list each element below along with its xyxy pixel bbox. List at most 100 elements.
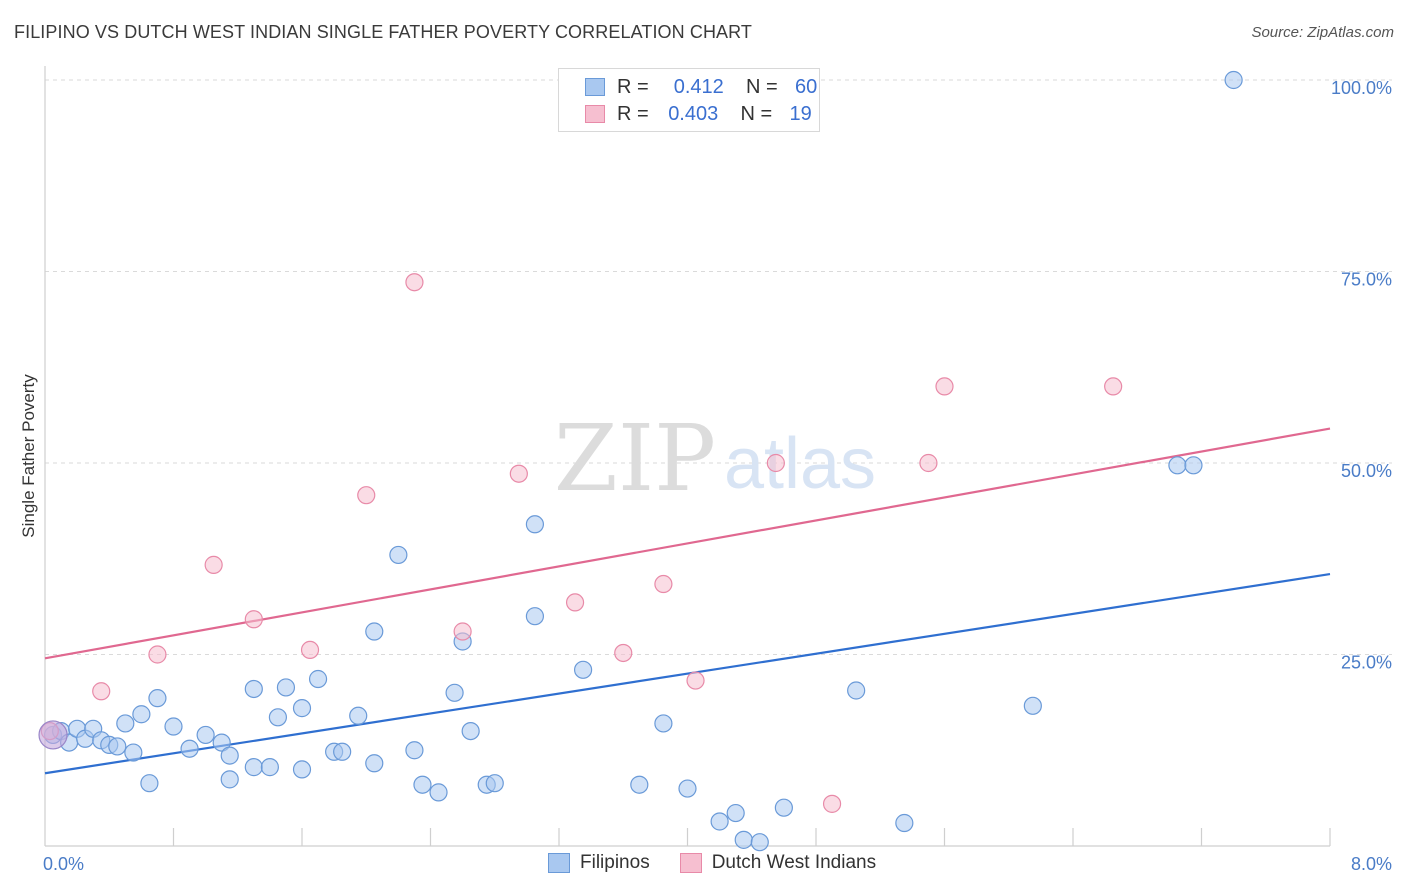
point-dutch [204, 555, 223, 574]
point-dutch [509, 464, 528, 483]
legend-label-filipinos: Filipinos [580, 852, 650, 873]
point-filipino [108, 737, 127, 756]
point-filipino [1224, 70, 1243, 90]
point-filipino [726, 803, 745, 823]
data-points [38, 70, 1243, 852]
point-filipino [413, 775, 432, 794]
point-filipino [573, 660, 593, 679]
point-dutch [300, 640, 320, 660]
point-filipino [734, 830, 753, 849]
watermark-atlas: atlas [724, 424, 876, 504]
correlation-legend: R = 0.412 N = 60 R = 0.403 N = 19 [558, 68, 820, 132]
y-tick-label: 25.0% [1341, 653, 1392, 673]
point-filipino [276, 678, 296, 697]
point-filipino [244, 758, 263, 777]
legend-row-filipinos: R = 0.412 N = 60 [585, 75, 817, 99]
axes [44, 66, 1331, 847]
point-filipino [132, 705, 151, 724]
point-filipino [349, 706, 368, 725]
legend-label-dutch: Dutch West Indians [711, 852, 877, 873]
legend-swatch-pink [679, 853, 702, 873]
point-filipino [485, 774, 504, 793]
point-filipino [180, 739, 199, 758]
legend-swatch-blue [548, 853, 570, 873]
legend-n-value: 60 [795, 75, 818, 98]
legend-swatch-pink [585, 105, 605, 123]
point-dutch [919, 453, 938, 473]
source-label: Source: ZipAtlas.com [1251, 24, 1394, 41]
point-dutch [244, 610, 263, 629]
point-filipino [895, 813, 914, 833]
point-filipino [164, 717, 183, 736]
point-filipino [365, 622, 384, 641]
y-tick-label: 50.0% [1341, 461, 1392, 481]
watermark-zip: ZIP [554, 405, 716, 512]
point-filipino [678, 779, 697, 798]
point-filipino [268, 708, 288, 727]
legend-row-dutch: R = 0.403 N = 19 [585, 102, 812, 126]
legend-item-dutch: Dutch West Indians [679, 852, 877, 874]
point-filipino [260, 758, 279, 777]
point-dutch [453, 622, 472, 641]
point-filipino [116, 714, 135, 733]
chart-title: FILIPINO VS DUTCH WEST INDIAN SINGLE FAT… [14, 22, 753, 42]
point-filipino [220, 770, 239, 789]
point-filipino [220, 746, 239, 765]
point-filipino [1168, 456, 1187, 475]
trend-line-filipino [44, 572, 1331, 775]
point-filipino [365, 754, 384, 773]
x-tick-label: 8.0% [1351, 854, 1392, 874]
legend-n-label: N = [746, 75, 778, 98]
point-filipino [847, 681, 866, 700]
point-dutch [686, 671, 705, 690]
point-filipino [630, 775, 649, 794]
point-filipino [750, 833, 769, 852]
point-filipino [148, 689, 167, 708]
point-dutch [565, 593, 585, 612]
legend-r-value: 0.403 [668, 102, 719, 125]
y-tick-label: 75.0% [1341, 270, 1392, 290]
point-dutch [1104, 377, 1123, 396]
legend-n-label: N = [740, 102, 773, 125]
point-filipino [244, 679, 263, 699]
point-filipino [124, 743, 143, 762]
point-dutch [654, 574, 673, 594]
point-filipino [461, 721, 480, 741]
watermark: ZIP atlas [554, 405, 876, 512]
legend-item-filipinos: Filipinos [548, 852, 650, 874]
point-dutch [935, 377, 954, 396]
x-tick-label: 0.0% [43, 854, 84, 874]
y-axis-label: Single Father Poverty [19, 374, 38, 538]
tick-labels: 25.0% 50.0% 75.0% 100.0% 0.0% 8.0% [43, 78, 1392, 874]
point-filipino [292, 699, 312, 718]
point-dutch [148, 645, 167, 664]
point-cluster-overlap [38, 720, 68, 750]
point-filipino [389, 545, 408, 565]
point-filipino [710, 812, 729, 831]
point-dutch [614, 643, 633, 663]
point-filipino [333, 742, 352, 761]
legend-r-label: R = [617, 102, 649, 125]
point-filipino [1023, 696, 1042, 715]
point-filipino [1184, 456, 1203, 475]
point-filipino [405, 741, 424, 760]
legend-swatch-blue [585, 78, 605, 96]
point-filipino [196, 725, 215, 745]
point-filipino [429, 783, 448, 802]
y-tick-label: 100.0% [1331, 78, 1392, 98]
point-dutch [357, 486, 376, 505]
point-dutch [822, 794, 842, 813]
point-filipino [140, 774, 159, 793]
point-filipino [445, 683, 464, 702]
point-filipino [308, 669, 328, 689]
gridlines [45, 79, 1392, 655]
point-dutch [92, 682, 111, 701]
point-dutch [766, 453, 785, 473]
legend-r-label: R = [617, 75, 649, 98]
legend-n-value: 19 [789, 102, 812, 125]
point-dutch [405, 273, 424, 292]
legend-r-value: 0.412 [673, 75, 724, 98]
point-filipino [525, 607, 545, 626]
point-filipino [212, 733, 231, 752]
